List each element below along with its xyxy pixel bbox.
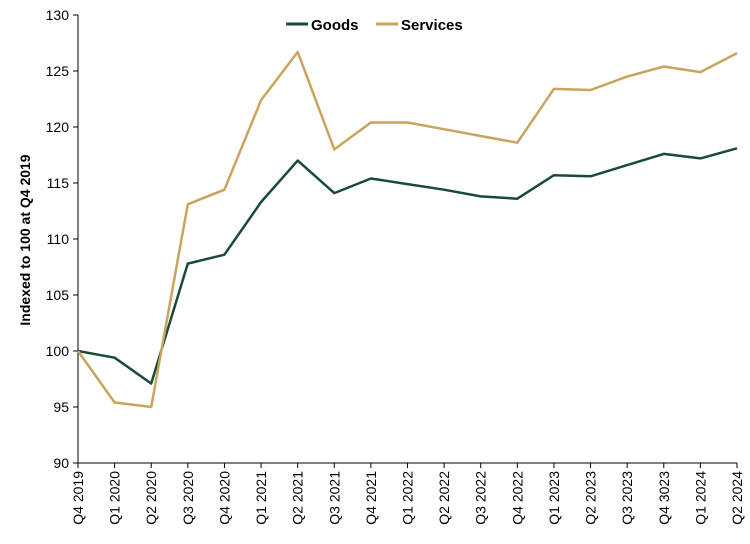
x-tick-label: Q2 2020 xyxy=(143,471,159,525)
series-line-services xyxy=(76,50,738,409)
x-tick-label: Q2 2024 xyxy=(729,471,745,525)
x-tick-label: Q2 2022 xyxy=(436,471,452,525)
x-tick-label: Q4 3023 xyxy=(656,471,672,525)
y-tick-label: 125 xyxy=(46,63,70,79)
legend: Goods Services xyxy=(286,17,463,34)
y-tick-label: 115 xyxy=(47,175,70,191)
y-tick-label: 110 xyxy=(47,231,70,247)
x-tick-label: Q3 2020 xyxy=(180,471,196,525)
x-tick-label: Q1 2022 xyxy=(400,471,416,525)
x-tick-label: Q2 2023 xyxy=(583,471,599,525)
x-axis-ticks: Q4 2019 Q1 2020 Q2 2020 Q3 2020 Q4 2020 Q1 20… xyxy=(70,463,745,525)
x-tick-label: Q3 2021 xyxy=(326,471,342,525)
x-tick-label: Q4 2022 xyxy=(509,471,525,525)
y-tick-label: 95 xyxy=(53,399,69,415)
x-tick-label: Q1 2021 xyxy=(253,471,269,525)
x-tick-label: Q4 2020 xyxy=(216,471,232,525)
legend-label-goods: Goods xyxy=(311,17,359,34)
x-tick-label: Q3 2023 xyxy=(619,471,635,525)
y-tick-label: 90 xyxy=(53,455,69,471)
x-tick-label: Q2 2021 xyxy=(290,471,306,525)
x-tick-label: Q1 2024 xyxy=(692,471,708,525)
y-tick-label: 100 xyxy=(46,343,70,359)
series-lines xyxy=(76,50,738,409)
series-line-goods xyxy=(77,147,738,385)
y-axis-title: Indexed to 100 at Q4 2019 xyxy=(17,154,33,325)
x-tick-label: Q3 2022 xyxy=(473,471,489,525)
x-tick-label: Q1 2023 xyxy=(546,471,562,525)
y-tick-label: 120 xyxy=(46,119,70,135)
x-tick-label: Q4 2021 xyxy=(363,471,379,525)
y-tick-label: 130 xyxy=(46,7,70,23)
y-axis-ticks: 90 95 100 105 110 115 120 125 130 xyxy=(46,7,78,471)
y-tick-label: 105 xyxy=(46,287,70,303)
x-tick-label: Q4 2019 xyxy=(70,471,86,525)
legend-label-services: Services xyxy=(401,17,463,34)
x-tick-label: Q1 2020 xyxy=(107,471,123,525)
